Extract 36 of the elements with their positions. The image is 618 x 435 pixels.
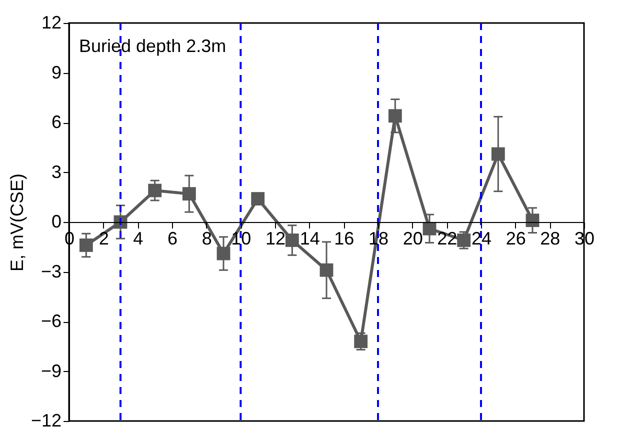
y-tick-label: 0 (51, 212, 62, 232)
y-tick-label: −6 (40, 311, 62, 331)
y-tick-label: 6 (51, 112, 62, 132)
point (148, 184, 162, 198)
point (251, 192, 265, 206)
point (388, 109, 402, 123)
x-tick-label: 2 (98, 228, 109, 248)
x-tick-label: 24 (471, 228, 492, 248)
point (457, 234, 471, 247)
x-tick-label: 14 (300, 228, 320, 248)
point (422, 222, 436, 236)
point (79, 238, 93, 252)
annotation: Buried depth 2.3m (79, 36, 226, 56)
y-tick-label: −12 (30, 410, 62, 430)
y-tick-label: −3 (40, 261, 62, 282)
y-tick-label: 9 (51, 62, 62, 82)
point (216, 246, 230, 260)
x-tick-label: 12 (265, 228, 286, 248)
y-tick-label: 3 (51, 162, 62, 182)
point (182, 187, 196, 201)
x-tick-label: 28 (540, 228, 560, 248)
x-tick-label: 6 (167, 228, 178, 248)
y-tick-label: −9 (40, 360, 62, 381)
x-tick-label: 4 (133, 228, 144, 248)
point (320, 263, 334, 277)
point (491, 147, 505, 161)
x-tick-label: 16 (334, 228, 354, 248)
y-tick-label: 12 (41, 12, 62, 32)
point (526, 214, 540, 228)
x-tick-label: 26 (506, 228, 526, 248)
point (285, 234, 299, 247)
x-tick-label: 20 (402, 228, 423, 248)
point (354, 334, 368, 348)
y-axis-title: E, mV(CSE) (6, 173, 27, 272)
x-tick-label: 8 (202, 228, 212, 248)
x-tick-label: 10 (231, 228, 252, 248)
